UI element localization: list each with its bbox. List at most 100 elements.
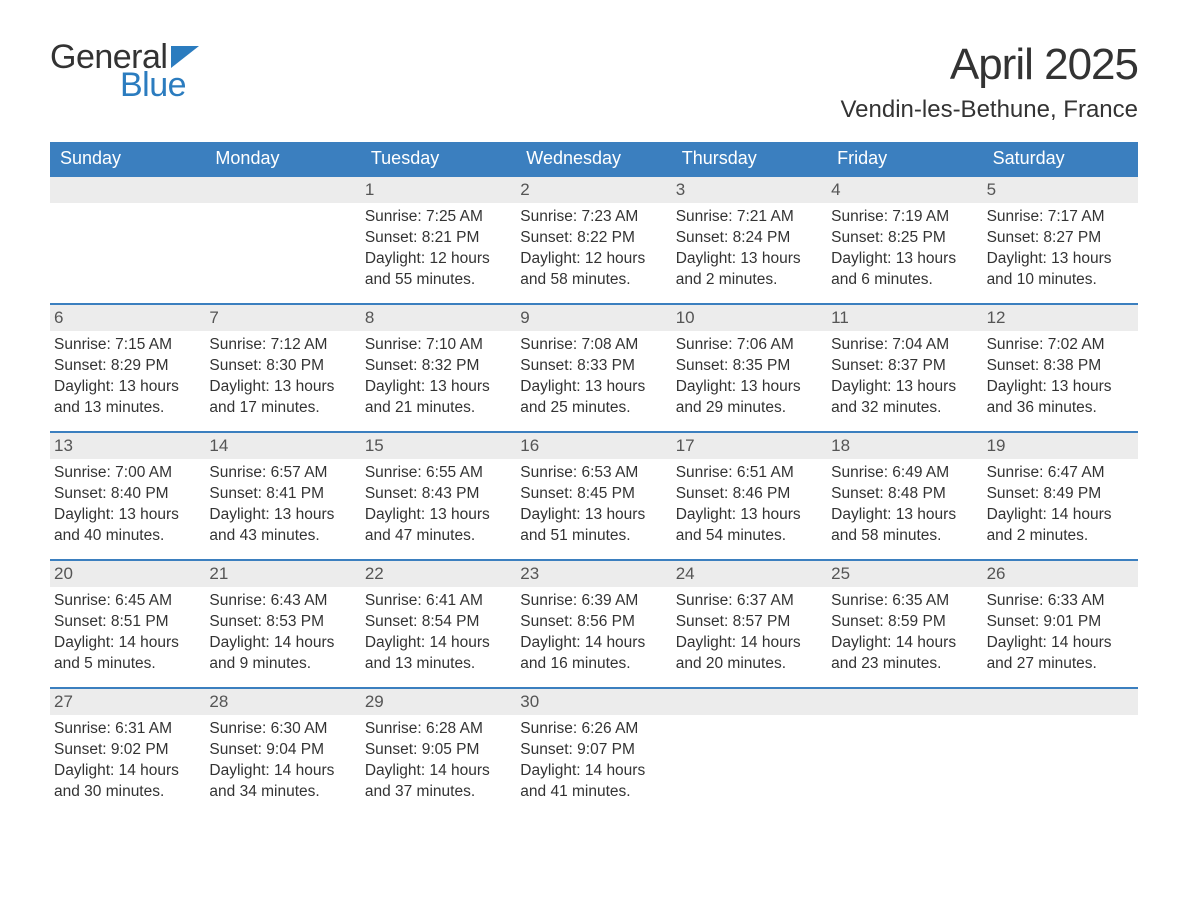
day-number: 1	[361, 177, 516, 203]
month-title: April 2025	[840, 40, 1138, 90]
day-details: Sunrise: 6:33 AMSunset: 9:01 PMDaylight:…	[983, 587, 1138, 675]
sunrise-line: Sunrise: 7:21 AM	[676, 207, 823, 228]
day-details: Sunrise: 6:57 AMSunset: 8:41 PMDaylight:…	[205, 459, 360, 547]
day-number: 6	[50, 305, 205, 331]
day-number: 12	[983, 305, 1138, 331]
calendar-day: 4 Sunrise: 7:19 AMSunset: 8:25 PMDaylight…	[827, 177, 982, 303]
logo-flag-icon	[171, 46, 199, 68]
calendar-week: 6Sunrise: 7:15 AMSunset: 8:29 PMDaylight…	[50, 303, 1138, 431]
sunset-line: Sunset: 8:45 PM	[520, 484, 667, 505]
weekday-header: Friday	[827, 142, 982, 175]
calendar-day: 12Sunrise: 7:02 AMSunset: 8:38 PMDayligh…	[983, 305, 1138, 431]
calendar-day: 9Sunrise: 7:08 AMSunset: 8:33 PMDaylight…	[516, 305, 671, 431]
calendar-week: 27Sunrise: 6:31 AMSunset: 9:02 PMDayligh…	[50, 687, 1138, 815]
day-details: Sunrise: 7:00 AMSunset: 8:40 PMDaylight:…	[50, 459, 205, 547]
daylight-line: Daylight: 14 hours and 9 minutes.	[209, 633, 356, 675]
daylight-line: Daylight: 14 hours and 5 minutes.	[54, 633, 201, 675]
sunrise-line: Sunrise: 6:35 AM	[831, 591, 978, 612]
day-number: 28	[205, 689, 360, 715]
daylight-line: Daylight: 14 hours and 41 minutes.	[520, 761, 667, 803]
day-number: 23	[516, 561, 671, 587]
sunrise-line: Sunrise: 7:10 AM	[365, 335, 512, 356]
day-details: Sunrise: 7:23 AMSunset: 8:22 PMDaylight:…	[516, 203, 671, 291]
calendar-day: 2Sunrise: 7:23 AMSunset: 8:22 PMDaylight…	[516, 177, 671, 303]
day-details: Sunrise: 6:30 AMSunset: 9:04 PMDaylight:…	[205, 715, 360, 803]
sunset-line: Sunset: 8:49 PM	[987, 484, 1134, 505]
daylight-line: Daylight: 13 hours and 13 minutes.	[54, 377, 201, 419]
day-details: Sunrise: 6:26 AMSunset: 9:07 PMDaylight:…	[516, 715, 671, 803]
daylight-line: Daylight: 13 hours and 6 minutes.	[831, 249, 978, 291]
sunset-line: Sunset: 8:41 PM	[209, 484, 356, 505]
day-details: Sunrise: 7:04 AMSunset: 8:37 PMDaylight:…	[827, 331, 982, 419]
day-details: Sunrise: 7:08 AMSunset: 8:33 PMDaylight:…	[516, 331, 671, 419]
weekday-header-row: SundayMondayTuesdayWednesdayThursdayFrid…	[50, 142, 1138, 175]
day-number: 20	[50, 561, 205, 587]
daylight-line: Daylight: 13 hours and 21 minutes.	[365, 377, 512, 419]
daylight-line: Daylight: 13 hours and 58 minutes.	[831, 505, 978, 547]
day-details: Sunrise: 7:06 AMSunset: 8:35 PMDaylight:…	[672, 331, 827, 419]
sunset-line: Sunset: 8:25 PM	[831, 228, 978, 249]
calendar-day: 11Sunrise: 7:04 AMSunset: 8:37 PMDayligh…	[827, 305, 982, 431]
sunrise-line: Sunrise: 6:51 AM	[676, 463, 823, 484]
day-number: 14	[205, 433, 360, 459]
header-row: General Blue April 2025 Vendin-les-Bethu…	[50, 40, 1138, 124]
sunset-line: Sunset: 9:07 PM	[520, 740, 667, 761]
daylight-line: Daylight: 12 hours and 58 minutes.	[520, 249, 667, 291]
day-details: Sunrise: 6:37 AMSunset: 8:57 PMDaylight:…	[672, 587, 827, 675]
daylight-line: Daylight: 14 hours and 30 minutes.	[54, 761, 201, 803]
day-number: 8	[361, 305, 516, 331]
day-number: 7	[205, 305, 360, 331]
daylight-line: Daylight: 13 hours and 17 minutes.	[209, 377, 356, 419]
sunrise-line: Sunrise: 6:49 AM	[831, 463, 978, 484]
calendar-day: 5Sunrise: 7:17 AMSunset: 8:27 PMDaylight…	[983, 177, 1138, 303]
calendar-day	[827, 689, 982, 815]
sunset-line: Sunset: 8:59 PM	[831, 612, 978, 633]
day-number: 5	[983, 177, 1138, 203]
sunrise-line: Sunrise: 6:55 AM	[365, 463, 512, 484]
sunset-line: Sunset: 9:02 PM	[54, 740, 201, 761]
sunrise-line: Sunrise: 7:06 AM	[676, 335, 823, 356]
calendar-day: 15Sunrise: 6:55 AMSunset: 8:43 PMDayligh…	[361, 433, 516, 559]
weekday-header: Wednesday	[516, 142, 671, 175]
sunrise-line: Sunrise: 6:31 AM	[54, 719, 201, 740]
daylight-line: Daylight: 13 hours and 51 minutes.	[520, 505, 667, 547]
day-number: 29	[361, 689, 516, 715]
sunrise-line: Sunrise: 7:19 AM	[831, 207, 978, 228]
calendar-day: 26Sunrise: 6:33 AMSunset: 9:01 PMDayligh…	[983, 561, 1138, 687]
day-details: Sunrise: 6:55 AMSunset: 8:43 PMDaylight:…	[361, 459, 516, 547]
daylight-line: Daylight: 13 hours and 25 minutes.	[520, 377, 667, 419]
sunrise-line: Sunrise: 7:00 AM	[54, 463, 201, 484]
day-number: 30	[516, 689, 671, 715]
sunrise-line: Sunrise: 6:28 AM	[365, 719, 512, 740]
day-number: 25	[827, 561, 982, 587]
sunrise-line: Sunrise: 6:26 AM	[520, 719, 667, 740]
calendar-week: 1Sunrise: 7:25 AMSunset: 8:21 PMDaylight…	[50, 175, 1138, 303]
calendar-day: 28Sunrise: 6:30 AMSunset: 9:04 PMDayligh…	[205, 689, 360, 815]
daylight-line: Daylight: 13 hours and 36 minutes.	[987, 377, 1134, 419]
weekday-header: Tuesday	[361, 142, 516, 175]
day-number: 4	[827, 177, 982, 203]
daylight-line: Daylight: 13 hours and 10 minutes.	[987, 249, 1134, 291]
day-number: 9	[516, 305, 671, 331]
daylight-line: Daylight: 14 hours and 23 minutes.	[831, 633, 978, 675]
day-details: Sunrise: 7:02 AMSunset: 8:38 PMDaylight:…	[983, 331, 1138, 419]
day-details: Sunrise: 7:25 AMSunset: 8:21 PMDaylight:…	[361, 203, 516, 291]
sunset-line: Sunset: 8:32 PM	[365, 356, 512, 377]
day-number: 18	[827, 433, 982, 459]
day-number	[205, 177, 360, 203]
calendar-day: 21Sunrise: 6:43 AMSunset: 8:53 PMDayligh…	[205, 561, 360, 687]
day-number: 16	[516, 433, 671, 459]
logo-text-blue: Blue	[120, 68, 199, 102]
day-number	[827, 689, 982, 715]
daylight-line: Daylight: 13 hours and 40 minutes.	[54, 505, 201, 547]
daylight-line: Daylight: 13 hours and 54 minutes.	[676, 505, 823, 547]
day-details: Sunrise: 7:12 AMSunset: 8:30 PMDaylight:…	[205, 331, 360, 419]
day-details: Sunrise: 6:41 AMSunset: 8:54 PMDaylight:…	[361, 587, 516, 675]
day-number: 27	[50, 689, 205, 715]
sunset-line: Sunset: 8:53 PM	[209, 612, 356, 633]
day-details: Sunrise: 7:21 AMSunset: 8:24 PMDaylight:…	[672, 203, 827, 291]
calendar-day: 23Sunrise: 6:39 AMSunset: 8:56 PMDayligh…	[516, 561, 671, 687]
daylight-line: Daylight: 14 hours and 2 minutes.	[987, 505, 1134, 547]
sunset-line: Sunset: 8:40 PM	[54, 484, 201, 505]
calendar-day: 16Sunrise: 6:53 AMSunset: 8:45 PMDayligh…	[516, 433, 671, 559]
